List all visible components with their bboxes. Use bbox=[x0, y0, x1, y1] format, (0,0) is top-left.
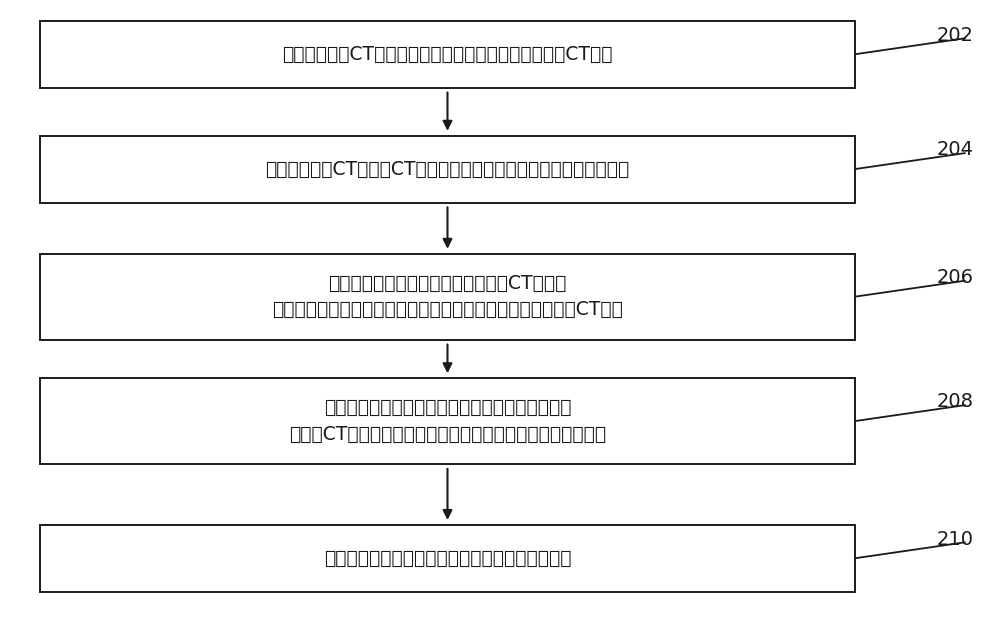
Text: 204: 204 bbox=[936, 140, 974, 160]
Text: 210: 210 bbox=[936, 530, 974, 549]
Text: 通过图割算法对预先生成髀关节骨皮质区域的第三
髀关节CT图像进行分割，分割出左侧骨盆区域和右侧骨盆区域: 通过图割算法对预先生成髀关节骨皮质区域的第三 髀关节CT图像进行分割，分割出左侧… bbox=[289, 398, 606, 444]
Bar bbox=[40, 524, 855, 592]
Text: 将左侧骨盆区域和右侧骨盆区域相加得到骨盆区域: 将左侧骨盆区域和右侧骨盆区域相加得到骨盆区域 bbox=[324, 549, 571, 568]
Text: 208: 208 bbox=[936, 392, 974, 412]
Bar bbox=[40, 378, 855, 464]
Text: 将骨皮质作为种子点，对第二髀关节CT图像终
种子点进行区域生长生成髀关节骨皮质区域以生成第三髀关节CT图像: 将骨皮质作为种子点，对第二髀关节CT图像终 种子点进行区域生长生成髀关节骨皮质区… bbox=[272, 274, 623, 320]
Text: 206: 206 bbox=[936, 268, 974, 287]
Text: 将第二髀关节CT图像中CT值大于或者等于预设阈値的区域作为骨皮质: 将第二髀关节CT图像中CT值大于或者等于预设阈値的区域作为骨皮质 bbox=[265, 160, 630, 179]
Text: 202: 202 bbox=[936, 26, 974, 45]
Bar bbox=[40, 136, 855, 203]
Text: 将第一髀关节CT图像中的金属点去除以生成第二髀关节CT图像: 将第一髀关节CT图像中的金属点去除以生成第二髀关节CT图像 bbox=[282, 45, 613, 64]
Bar bbox=[40, 254, 855, 340]
Bar bbox=[40, 21, 855, 88]
